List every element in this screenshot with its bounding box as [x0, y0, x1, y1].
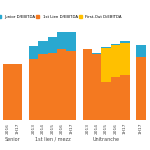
Text: 2015: 2015: [104, 123, 108, 134]
Bar: [29, 46, 38, 59]
Legend: Junior D/EBITDA, 1st Lien D/EBITDA, First-Out D/EBITDA: Junior D/EBITDA, 1st Lien D/EBITDA, Firs…: [0, 15, 122, 19]
Bar: [92, 53, 101, 54]
Text: Unitranche: Unitranche: [93, 137, 120, 142]
Text: 1st lien / mezz: 1st lien / mezz: [34, 137, 70, 142]
Text: 2014: 2014: [95, 123, 99, 134]
Bar: [136, 57, 146, 120]
Bar: [48, 37, 57, 53]
Bar: [111, 77, 120, 120]
Bar: [136, 45, 146, 57]
Bar: [120, 41, 130, 43]
Bar: [48, 53, 57, 120]
Bar: [3, 64, 13, 120]
Text: 2016: 2016: [60, 123, 64, 134]
Bar: [38, 41, 48, 54]
Text: 2013: 2013: [32, 123, 36, 134]
Bar: [66, 51, 76, 120]
Bar: [66, 32, 76, 51]
Bar: [13, 64, 22, 120]
Text: 2015: 2015: [50, 123, 54, 134]
Bar: [57, 50, 66, 120]
Bar: [101, 48, 111, 81]
Text: 1H17: 1H17: [15, 123, 20, 134]
Bar: [101, 81, 111, 120]
Text: 2014: 2014: [41, 123, 45, 134]
Bar: [120, 75, 130, 120]
Text: 2016: 2016: [114, 123, 117, 134]
Bar: [38, 54, 48, 120]
Text: 1H17: 1H17: [123, 123, 127, 134]
Bar: [120, 43, 130, 75]
Bar: [92, 54, 101, 120]
Text: Senior: Senior: [5, 137, 21, 142]
Bar: [57, 32, 66, 50]
Text: 1H17: 1H17: [69, 123, 73, 134]
Bar: [111, 45, 120, 77]
Bar: [83, 50, 92, 120]
Text: 1H17: 1H17: [139, 123, 143, 134]
Bar: [101, 47, 111, 48]
Text: 2016: 2016: [6, 123, 10, 134]
Bar: [111, 44, 120, 45]
Bar: [29, 59, 38, 120]
Text: 2013: 2013: [85, 123, 89, 134]
